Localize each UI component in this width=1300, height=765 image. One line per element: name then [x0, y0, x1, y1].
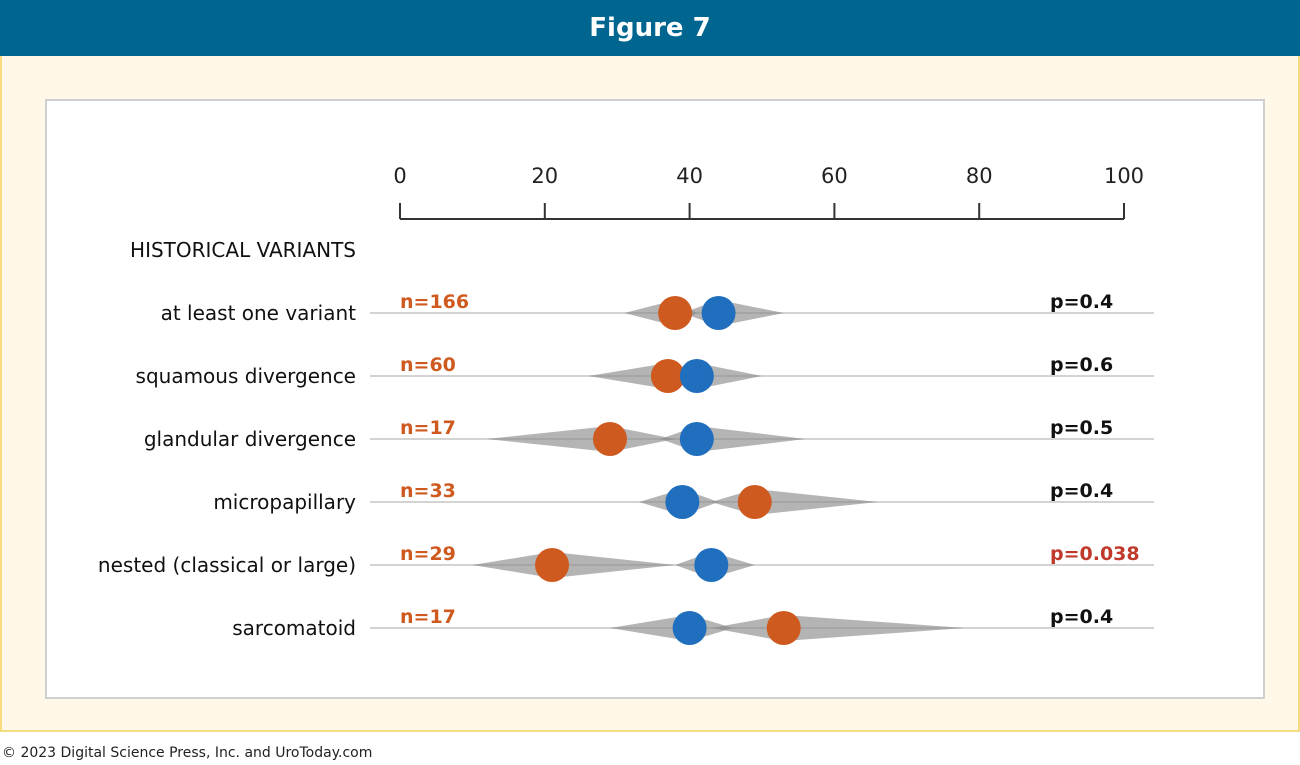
sample-size-label: n=60 — [400, 354, 456, 376]
row-label: squamous divergence — [136, 364, 356, 388]
orange-point — [650, 359, 685, 393]
orange-point — [737, 485, 772, 519]
row-label: glandular divergence — [144, 427, 356, 451]
x-tick-label: 60 — [821, 164, 848, 188]
orange-point — [535, 548, 570, 582]
blue-point — [679, 422, 714, 456]
row-label: sarcomatoid — [232, 616, 356, 640]
chart-panel — [45, 99, 1265, 699]
orange-distribution — [711, 489, 878, 515]
row-label: micropapillary — [213, 490, 356, 514]
section-label: HISTORICAL VARIANTS — [130, 238, 356, 262]
orange-point — [592, 422, 627, 456]
p-value-label: p=0.4 — [1050, 606, 1113, 628]
x-tick-label: 80 — [966, 164, 993, 188]
p-value-label: p=0.4 — [1050, 291, 1113, 313]
sample-size-label: n=33 — [400, 480, 456, 502]
blue-point — [665, 485, 700, 519]
x-tick-label: 100 — [1104, 164, 1144, 188]
blue-point — [701, 296, 736, 330]
orange-distribution — [472, 552, 676, 578]
orange-distribution — [711, 615, 965, 641]
blue-point — [694, 548, 729, 582]
p-value-label: p=0.6 — [1050, 354, 1113, 376]
orange-point — [658, 296, 693, 330]
orange-point — [766, 611, 801, 645]
x-tick-label: 0 — [393, 164, 406, 188]
copyright-notice: © 2023 Digital Science Press, Inc. and U… — [2, 745, 373, 761]
orange-distribution — [486, 426, 676, 452]
sample-size-label: n=17 — [400, 606, 456, 628]
sample-size-label: n=166 — [400, 291, 469, 313]
figure-title: Figure 7 — [589, 13, 711, 43]
p-value-label: p=0.4 — [1050, 480, 1113, 502]
blue-point — [672, 611, 707, 645]
blue-distribution — [609, 615, 734, 641]
p-value-label: p=0.5 — [1050, 417, 1113, 439]
sample-size-label: n=17 — [400, 417, 456, 439]
sample-size-label: n=29 — [400, 543, 456, 565]
row-label: nested (classical or large) — [98, 553, 356, 577]
blue-point — [679, 359, 714, 393]
row-label: at least one variant — [161, 301, 357, 325]
x-tick-label: 20 — [531, 164, 558, 188]
figure-frame — [0, 56, 1300, 732]
p-value-label: p=0.038 — [1050, 543, 1140, 565]
x-tick-label: 40 — [676, 164, 703, 188]
figure-header: Figure 7 — [0, 0, 1300, 56]
